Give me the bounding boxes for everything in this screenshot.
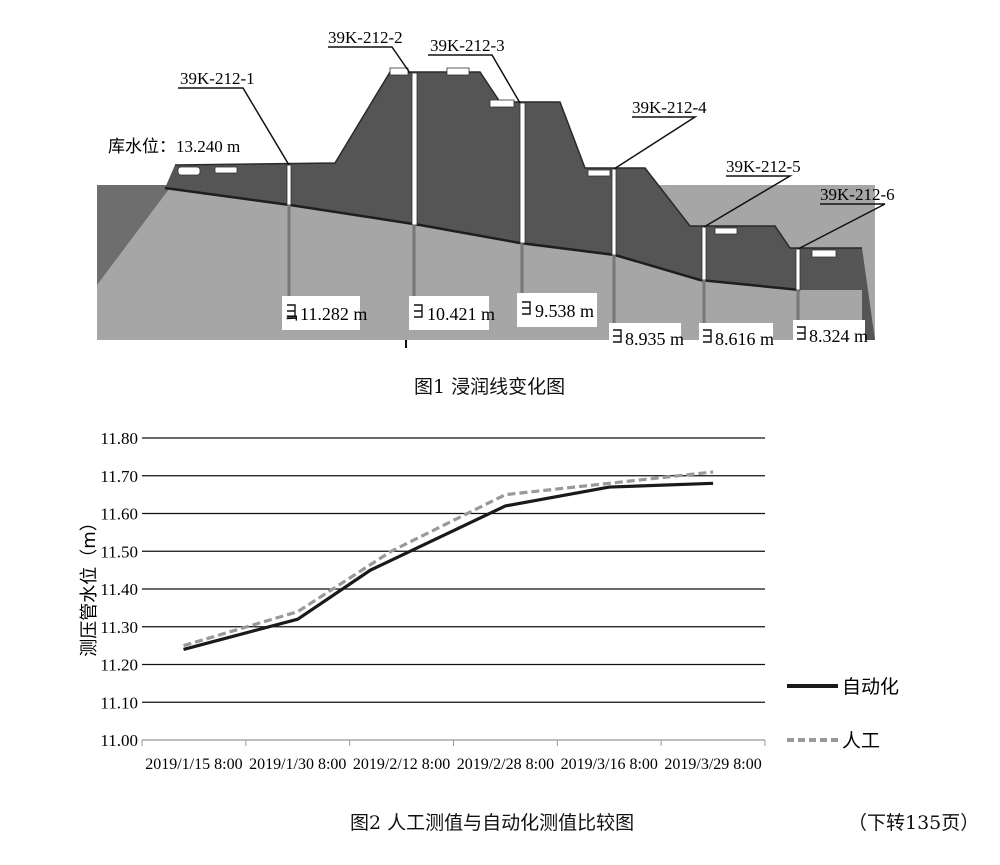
y-tick-4: 11.40 (100, 580, 138, 599)
piezometer-value-1: 11.282 m (300, 304, 367, 324)
series-line-自动化 (183, 481, 714, 651)
crest-markers (177, 67, 837, 258)
reservoir-water (97, 185, 172, 285)
x-tick-1: 2019/1/30 8:00 (249, 756, 346, 773)
value-marker-icons (287, 301, 806, 343)
y-tick-3: 11.30 (100, 618, 138, 637)
callout-lines (178, 46, 886, 250)
x-tick-5: 2019/3/29 8:00 (664, 756, 761, 773)
y-tick-labels: 11.00 11.10 11.20 11.30 11.40 11.50 11.60 11.70… (100, 429, 138, 750)
y-tick-7: 11.70 (100, 467, 138, 486)
seepage-profile-figure: 39K-212-1 39K-212-2 39K-212-3 39K-212-4 … (97, 28, 895, 351)
piezometer-id-2: 39K-212-2 (328, 28, 403, 47)
piezometer-value-5: 8.616 m (715, 329, 774, 349)
piezometer-value-2: 10.421 m (427, 304, 495, 324)
piezometer-id-3: 39K-212-3 (430, 36, 505, 55)
piezometer-value-3: 9.538 m (535, 301, 594, 321)
piezometer-id-1: 39K-212-1 (180, 69, 255, 88)
value-symbols: ᆿ (284, 304, 300, 323)
figure2-caption: 图2 人工测值与自动化测值比较图 (350, 812, 635, 834)
series-line-人工 (183, 470, 714, 648)
x-tick-4: 2019/3/16 8:00 (561, 756, 658, 773)
piezometer-stems (287, 205, 800, 326)
x-tick-3: 2019/2/28 8:00 (457, 756, 554, 773)
comparison-chart: 11.00 11.10 11.20 11.30 11.40 11.50 11.60 11.70… (79, 429, 899, 773)
chart-series (183, 470, 714, 651)
legend-label-manual: 人工 (842, 730, 880, 752)
legend-label-auto: 自动化 (842, 676, 899, 698)
x-tick-2: 2019/2/12 8:00 (353, 756, 450, 773)
embankment-outline (174, 71, 862, 249)
svg-text:ᆿ: ᆿ (284, 304, 300, 323)
piezometer-value-4: 8.935 m (625, 329, 684, 349)
y-tick-2: 11.20 (100, 656, 138, 675)
continued-note: （下转135页） (848, 812, 980, 834)
y-tick-8: 11.80 (100, 429, 138, 448)
reservoir-level-label: 库水位：13.240 m (108, 137, 240, 156)
y-tick-6: 11.60 (100, 505, 138, 524)
piezometer-id-5: 39K-212-5 (726, 157, 801, 176)
x-tick-0: 2019/1/15 8:00 (145, 756, 242, 773)
y-tick-5: 11.50 (100, 542, 138, 561)
figure1-caption: 图1 浸润线变化图 (414, 376, 566, 398)
piezometer-value-6: 8.324 m (809, 326, 868, 346)
y-tick-0: 11.00 (100, 731, 138, 750)
y-tick-1: 11.10 (100, 693, 138, 712)
y-axis-label: 测压管水位（m） (79, 513, 100, 657)
x-tick-labels: 2019/1/15 8:00 2019/1/30 8:00 2019/2/12 8:… (141, 740, 766, 773)
piezometer-id-4: 39K-212-4 (632, 98, 707, 117)
piezometer-id-6: 39K-212-6 (820, 185, 895, 204)
